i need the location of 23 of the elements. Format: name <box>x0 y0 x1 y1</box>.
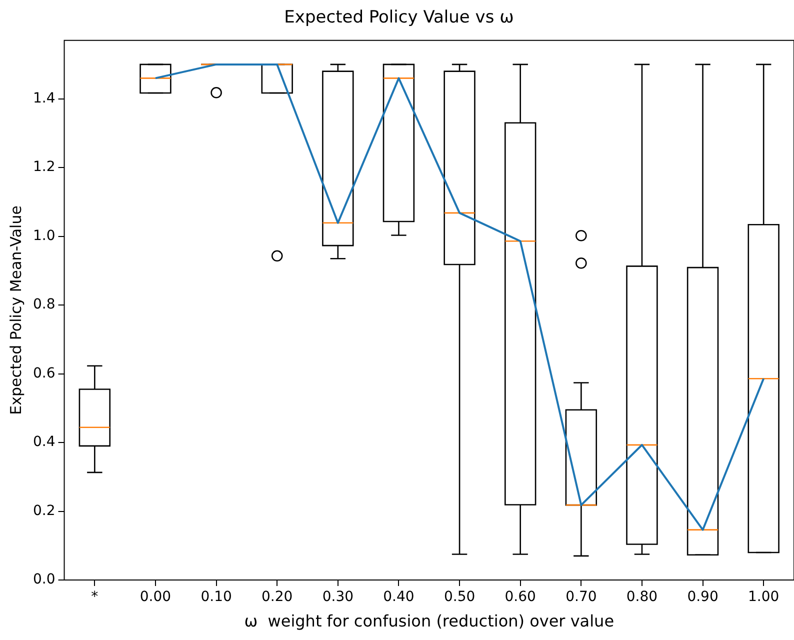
x-tick-label: * <box>91 589 98 606</box>
x-tick-label: 0.00 <box>140 589 172 606</box>
y-tick-label: 0.6 <box>33 365 56 382</box>
x-tick-label: 1.00 <box>748 589 780 606</box>
y-tick-label: 0.8 <box>33 296 56 313</box>
x-tick-label: 0.90 <box>687 589 718 606</box>
y-tick-label: 0.0 <box>33 572 56 588</box>
x-axis-title: ω weight for confusion (reduction) over value <box>244 612 614 631</box>
y-tick-label: 0.4 <box>33 434 56 450</box>
y-tick-label: 1.4 <box>33 90 56 106</box>
x-tick-label: 0.50 <box>444 589 476 606</box>
x-tick-label: 0.10 <box>200 589 232 606</box>
chart-title: Expected Policy Value vs ω <box>284 8 514 28</box>
y-tick-label: 1.0 <box>33 228 56 244</box>
y-axis-title: Expected Policy Mean-Value <box>6 206 25 415</box>
y-tick-label: 0.2 <box>33 502 56 519</box>
x-tick-label: 0.30 <box>322 589 354 606</box>
x-tick-label: 0.20 <box>262 589 293 606</box>
y-tick-label: 1.2 <box>33 159 56 176</box>
x-tick-label: 0.40 <box>383 589 414 606</box>
x-tick-label: 0.60 <box>504 589 536 606</box>
x-tick-label: 0.70 <box>566 589 597 606</box>
x-tick-label: 0.80 <box>626 589 658 606</box>
